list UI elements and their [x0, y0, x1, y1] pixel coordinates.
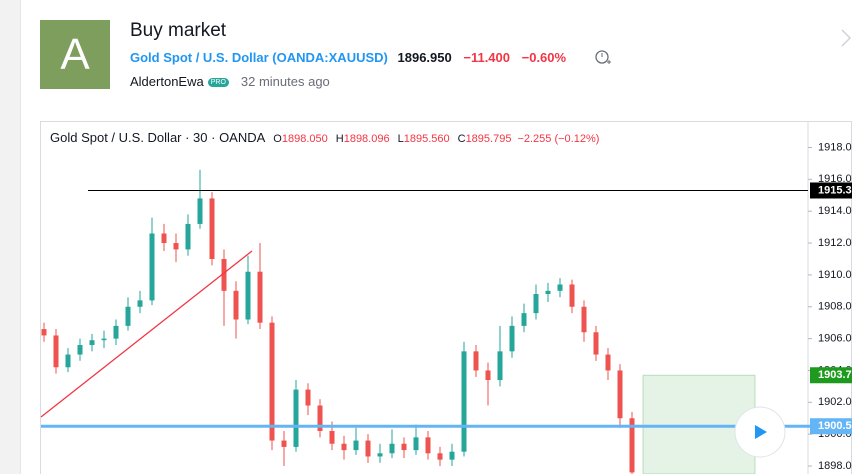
candle-body: [425, 437, 431, 454]
candle-body: [185, 223, 191, 250]
price-label: 1903.7: [818, 369, 852, 381]
candle-body: [377, 453, 383, 457]
candle-body: [269, 322, 275, 441]
candle-body: [617, 370, 623, 419]
candle-body: [173, 243, 179, 250]
price-label-box: [810, 367, 852, 384]
candle-body: [317, 405, 323, 431]
price-label: 1915.3: [818, 184, 852, 196]
avatar: A: [40, 20, 110, 89]
paren: (: [272, 50, 277, 65]
legend-key: H: [336, 133, 344, 145]
idea-title: Buy market: [130, 20, 227, 41]
chart-legend: Gold Spot / U.S. Dollar · 30 · OANDA O189…: [50, 130, 599, 145]
symbol-name[interactable]: Gold Spot / U.S. Dollar: [130, 50, 269, 65]
candle-body: [509, 325, 515, 352]
legend-value: 1895.560: [404, 133, 450, 145]
symbol[interactable]: OANDA:XAUUSD: [276, 50, 384, 65]
candle-body: [521, 313, 527, 326]
legend-symbol: Gold Spot / U.S. Dollar · 30 · OANDA: [50, 130, 266, 145]
candle-body: [209, 198, 215, 259]
candle-body: [53, 335, 59, 368]
candle-body: [161, 233, 167, 244]
y-tick-label: 1898.0: [818, 460, 852, 472]
candle-body: [629, 418, 635, 473]
change: −11.400: [463, 50, 510, 65]
price-label: 1900.5: [818, 420, 852, 432]
candle-body: [245, 271, 251, 320]
candle-body: [41, 329, 47, 336]
candle-body: [221, 258, 227, 291]
legend-key: O: [273, 133, 282, 145]
pro-badge: PRO: [207, 78, 229, 88]
candle-body: [341, 443, 347, 451]
candle-body: [365, 440, 371, 457]
candle-body: [581, 306, 587, 333]
y-tick-label: 1912.0: [818, 237, 852, 249]
candle-body: [101, 338, 107, 341]
candle-body: [389, 443, 395, 454]
candle-body: [605, 354, 611, 371]
candle-body: [497, 351, 503, 381]
candle-body: [281, 440, 287, 447]
candle-body: [437, 453, 443, 460]
symbol-line: Gold Spot / U.S. Dollar (OANDA:XAUUSD) 1…: [130, 50, 566, 65]
candle-body: [593, 332, 599, 355]
candle-body: [77, 344, 83, 355]
change-pct: −0.60%: [521, 50, 567, 65]
alarm-icon[interactable]: [595, 50, 611, 64]
candle-body: [125, 306, 131, 326]
candle-body: [533, 294, 539, 314]
paren: ): [383, 50, 388, 65]
author-line: AldertonEwa PRO 32 minutes ago: [130, 74, 330, 89]
candle-body: [557, 284, 563, 291]
legend-key: L: [398, 133, 404, 145]
candle-body: [293, 389, 299, 447]
author[interactable]: AldertonEwa: [130, 74, 204, 89]
candle-body: [545, 290, 551, 295]
y-tick-label: 1910.0: [818, 269, 852, 281]
legend-key: C: [458, 133, 466, 145]
candle-body: [473, 351, 479, 371]
candle-body: [197, 198, 203, 224]
candle-body: [149, 233, 155, 301]
candle-body: [257, 271, 263, 323]
next-arrow[interactable]: [841, 29, 852, 47]
y-tick-label: 1906.0: [818, 333, 852, 345]
candle-body: [233, 290, 239, 320]
candle-body: [485, 370, 491, 381]
price-label-box: [810, 182, 852, 199]
legend-value: 1898.050: [282, 133, 328, 145]
candle-body: [137, 300, 143, 307]
candle-body: [113, 325, 119, 339]
legend-value: 1895.795: [466, 133, 512, 145]
legend-value: 1898.096: [344, 133, 390, 145]
play-icon: [755, 425, 767, 439]
price-label-box: [810, 418, 852, 435]
candle-body: [89, 340, 95, 345]
legend-change: −2.255 (−0.12%): [517, 133, 599, 145]
candle-body: [449, 451, 455, 460]
candle-body: [413, 437, 419, 451]
price: 1896.950: [397, 50, 452, 65]
candle-body: [353, 440, 359, 451]
y-tick-label: 1918.0: [818, 141, 852, 153]
candle-body: [305, 389, 311, 406]
y-tick-label: 1916.0: [818, 173, 852, 185]
side-strip: [0, 0, 21, 474]
candle-body: [329, 430, 335, 444]
candle-body: [569, 284, 575, 307]
y-tick-label: 1902.0: [818, 396, 852, 408]
time: 32 minutes ago: [240, 74, 330, 89]
candle-body: [401, 443, 407, 451]
y-tick-label: 1914.0: [818, 205, 852, 217]
trend-line: [40, 250, 253, 418]
y-tick-label: 1908.0: [818, 301, 852, 313]
candle-body: [65, 354, 71, 368]
candle-body: [461, 351, 467, 452]
